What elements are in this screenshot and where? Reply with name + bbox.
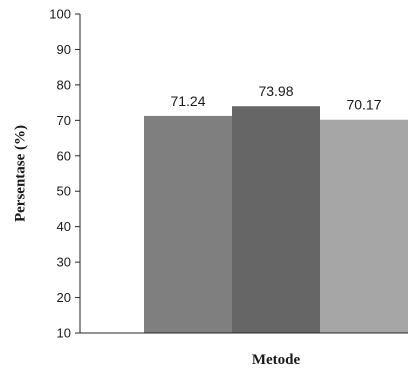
y-tick-label: 10: [57, 326, 71, 341]
y-tick-label: 20: [57, 290, 71, 305]
y-tick-label: 80: [57, 77, 71, 92]
bar-value-label-2: 73.98: [258, 83, 293, 99]
y-tick-label: 100: [49, 7, 71, 22]
y-tick-label: 50: [57, 184, 71, 199]
data-labels: 71.24 73.98 70.17: [170, 83, 381, 113]
y-axis-title: Persentase (%): [12, 125, 28, 222]
bar-1: [144, 115, 232, 333]
y-tick-label: 60: [57, 148, 71, 163]
bar-value-label-3: 70.17: [346, 97, 381, 113]
y-tick-label: 30: [57, 255, 71, 270]
bar-value-label-1: 71.24: [170, 93, 205, 109]
y-tick-label: 40: [57, 219, 71, 234]
x-axis-title: Metode: [252, 352, 301, 368]
y-axis-ticks: 10 20 30 40 50 60 70 80 90 100: [49, 7, 80, 341]
bars: [144, 106, 408, 334]
bar-2: [232, 106, 320, 334]
y-tick-label: 70: [57, 113, 71, 128]
y-tick-label: 90: [57, 42, 71, 57]
bar-3: [320, 119, 408, 333]
